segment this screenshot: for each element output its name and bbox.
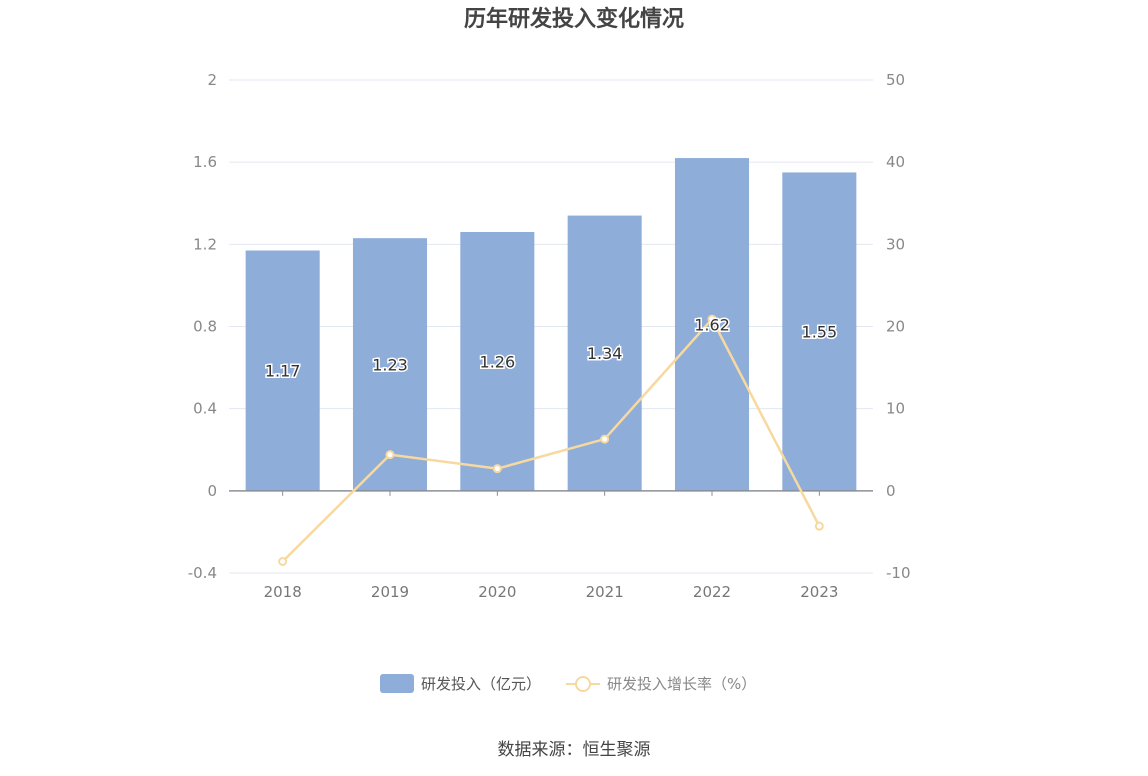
y-left-tick-label: 1.6	[193, 153, 217, 171]
bar-value-label: 1.34	[587, 344, 623, 363]
axes: 2 1.6 1.2 0.8 0.4 0 -0.4 50 40 30 20 10 0 -10 2018 2019…	[188, 71, 911, 601]
bar-value-label: 1.62	[694, 315, 730, 334]
y-left-tick-label: 0.4	[193, 400, 217, 418]
bar[interactable]	[352, 238, 428, 491]
y-right-tick-label: 20	[886, 318, 905, 336]
bar-value-label: 1.26	[480, 352, 516, 371]
x-tick-label: 2022	[693, 583, 731, 601]
legend-item-bar[interactable]: 研发投入（亿元）	[380, 674, 541, 693]
source-note: 数据来源：恒生聚源	[498, 740, 651, 760]
y-right-tick-label: 10	[886, 400, 905, 418]
bar[interactable]	[460, 232, 535, 491]
bar[interactable]	[782, 172, 857, 491]
growth-point[interactable]	[278, 556, 288, 566]
legend-bar-label: 研发投入（亿元）	[421, 675, 541, 693]
growth-point[interactable]	[385, 450, 395, 460]
data-labels: 1.17 1.23 1.26 1.34 1.62 1.55	[263, 314, 838, 382]
y-left-tick-label: -0.4	[188, 564, 217, 582]
x-tick-label: 2021	[586, 583, 624, 601]
bar-value-label: 1.17	[265, 362, 301, 381]
growth-point[interactable]	[492, 464, 502, 474]
y-left-tick-label: 0.8	[193, 318, 217, 336]
bar-series	[245, 158, 857, 491]
y-left-tick-label: 2	[207, 71, 217, 89]
grid	[229, 79, 873, 574]
growth-point[interactable]	[814, 521, 824, 531]
growth-line	[281, 316, 821, 563]
y-left-tick-label: 1.2	[193, 235, 217, 253]
y-right-tick-label: 50	[886, 71, 905, 89]
y-right-tick-label: 30	[886, 235, 905, 253]
y-right-tick-label: -10	[886, 564, 911, 582]
bar[interactable]	[674, 158, 750, 491]
growth-point[interactable]	[707, 314, 717, 324]
line-series	[278, 314, 824, 566]
x-tick-label: 2020	[478, 583, 516, 601]
chart-title: 历年研发投入变化情况	[464, 6, 684, 32]
legend-line-marker	[575, 676, 591, 692]
x-tick-label: 2023	[800, 583, 838, 601]
y-right-tick-label: 0	[886, 482, 896, 500]
legend-bar-swatch	[380, 674, 414, 693]
legend: 研发投入（亿元） 研发投入增长率（%）	[380, 674, 756, 693]
y-left-tick-label: 0	[207, 482, 217, 500]
legend-item-line[interactable]: 研发投入增长率（%）	[566, 675, 756, 693]
x-tick-label: 2018	[264, 583, 302, 601]
legend-line-label: 研发投入增长率（%）	[607, 675, 756, 693]
bar[interactable]	[245, 250, 320, 491]
bar-value-label: 1.55	[802, 323, 838, 342]
y-right-tick-label: 40	[886, 153, 905, 171]
bar-value-label: 1.23	[372, 356, 408, 375]
x-tick-label: 2019	[371, 583, 409, 601]
growth-point[interactable]	[600, 434, 610, 444]
